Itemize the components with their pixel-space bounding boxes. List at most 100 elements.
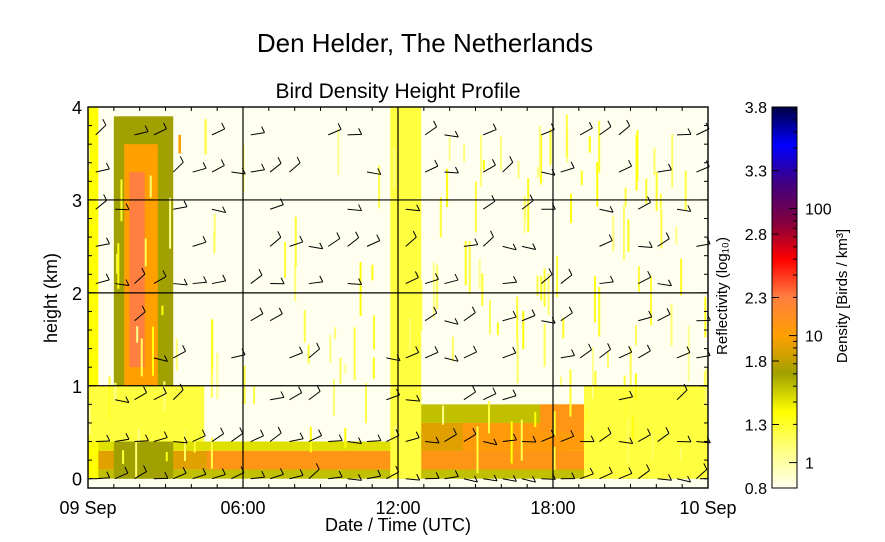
density-region-10 (129, 172, 145, 368)
wind-barbs (95, 118, 711, 483)
wind-barb-49 (250, 268, 263, 284)
wind-barb-114 (463, 345, 477, 359)
wind-barb-153 (579, 121, 593, 136)
wind-barb-76 (347, 474, 362, 481)
wind-barb-66 (308, 463, 320, 480)
wind-barb-91 (405, 431, 420, 443)
wind-barb-25 (173, 436, 188, 444)
wind-barb-28 (173, 278, 188, 286)
wind-barb-119 (483, 387, 497, 401)
wind-barb-124 (502, 475, 517, 482)
colorbar-right-label: Density [Birds / km³] (834, 229, 851, 363)
density-region-14 (584, 385, 708, 479)
y-tick-label-3: 3 (72, 191, 82, 211)
colorbar: 0.8 1.3 1.8 2.3 2.8 3.3 3.8 1 10 100 (745, 100, 832, 498)
y-tick-label-1: 1 (72, 377, 82, 397)
wind-barb-108 (444, 273, 459, 285)
wind-barb-35 (192, 162, 207, 173)
wind-barb-147 (560, 306, 573, 322)
wind-barb-53 (269, 426, 282, 442)
x-axis-label: Date / Time (UTC) (325, 515, 471, 535)
wind-barb-149 (560, 161, 575, 173)
wind-barb-81 (347, 128, 363, 136)
colorbar-left-tick-3.3: 3.3 (745, 164, 767, 181)
x-tick-label-6: 06:00 (220, 498, 265, 518)
wind-barb-185 (676, 128, 692, 136)
wind-barb-157 (599, 275, 614, 285)
wind-barb-3 (95, 237, 110, 247)
wind-barb-74 (327, 232, 341, 247)
wind-barb-82 (366, 469, 382, 480)
wind-barb-131 (502, 156, 514, 173)
wind-barb-166 (618, 119, 631, 136)
wind-barb-78 (347, 278, 363, 285)
wind-barb-31 (192, 468, 207, 480)
wind-barb-75 (328, 123, 342, 136)
wind-barb-84 (366, 234, 381, 247)
wind-barb-171 (638, 270, 652, 285)
wind-barb-63 (289, 346, 303, 359)
wind-barb-24 (173, 467, 187, 480)
wind-barb-18 (153, 472, 169, 480)
wind-barb-168 (638, 428, 651, 442)
wind-barb-85 (366, 168, 382, 175)
wind-barb-46 (250, 470, 266, 480)
density-region-11 (178, 134, 181, 154)
colorbar-left-tick-0.8: 0.8 (745, 481, 767, 498)
wind-barb-57 (269, 231, 282, 247)
wind-barb-67 (308, 429, 323, 442)
wind-barb-184 (676, 205, 692, 212)
wind-barb-135 (521, 243, 537, 250)
wind-barb-175 (657, 427, 670, 442)
colorbar-right-tick-1: 1 (805, 456, 814, 473)
wind-barb-20 (153, 387, 167, 401)
wind-barb-172 (638, 241, 653, 248)
wind-barb-99 (424, 346, 439, 359)
wind-barb-160 (599, 120, 612, 136)
wind-barb-2 (95, 273, 110, 285)
wind-barb-115 (463, 306, 476, 322)
y-tick-label-4: 4 (72, 98, 82, 118)
colorbar-right-tick-100: 100 (805, 202, 832, 219)
wind-barb-15 (134, 305, 146, 322)
wind-barb-161 (618, 467, 633, 480)
wind-barb-12 (134, 465, 147, 480)
y-tick-label-0: 0 (72, 470, 82, 490)
wind-barb-112 (463, 428, 477, 442)
chart-title: Bird Density Height Profile (275, 80, 520, 103)
wind-barb-156 (599, 343, 612, 359)
wind-barb-94 (405, 271, 419, 285)
wind-barb-83 (366, 434, 382, 443)
wind-barb-158 (599, 234, 613, 247)
wind-barb-127 (502, 346, 517, 359)
wind-barb-159 (599, 206, 614, 213)
colorbar-left-tick-2.3: 2.3 (745, 291, 767, 308)
wind-barb-152 (579, 343, 592, 359)
wind-barb-65 (289, 156, 301, 173)
wind-barb-100 (424, 306, 438, 322)
wind-barb-70 (308, 275, 324, 285)
wind-barb-123 (483, 123, 497, 136)
wind-barb-111 (463, 475, 478, 483)
wind-barb-133 (521, 435, 537, 443)
colorbar-left-tick-2.8: 2.8 (745, 227, 767, 244)
wind-barb-11 (115, 203, 130, 211)
wind-barb-71 (308, 242, 324, 250)
wind-barb-32 (192, 429, 206, 442)
wind-barb-116 (463, 238, 479, 247)
wind-barb-33 (192, 276, 208, 285)
wind-barb-48 (250, 307, 264, 322)
wind-barb-104 (444, 470, 459, 480)
wind-barb-169 (637, 344, 651, 359)
wind-barb-155 (599, 427, 612, 442)
wind-barb-154 (599, 466, 613, 480)
wind-barb-170 (638, 310, 653, 322)
wind-barb-47 (250, 429, 264, 442)
wind-barb-150 (579, 467, 594, 480)
suptitle: Den Helder, The Netherlands (257, 28, 593, 58)
wind-barb-110 (444, 130, 459, 138)
x-tick-label-18: 18:00 (530, 498, 575, 518)
wind-barb-73 (328, 434, 343, 443)
wind-barb-130 (502, 243, 517, 251)
wind-barb-122 (483, 158, 496, 173)
